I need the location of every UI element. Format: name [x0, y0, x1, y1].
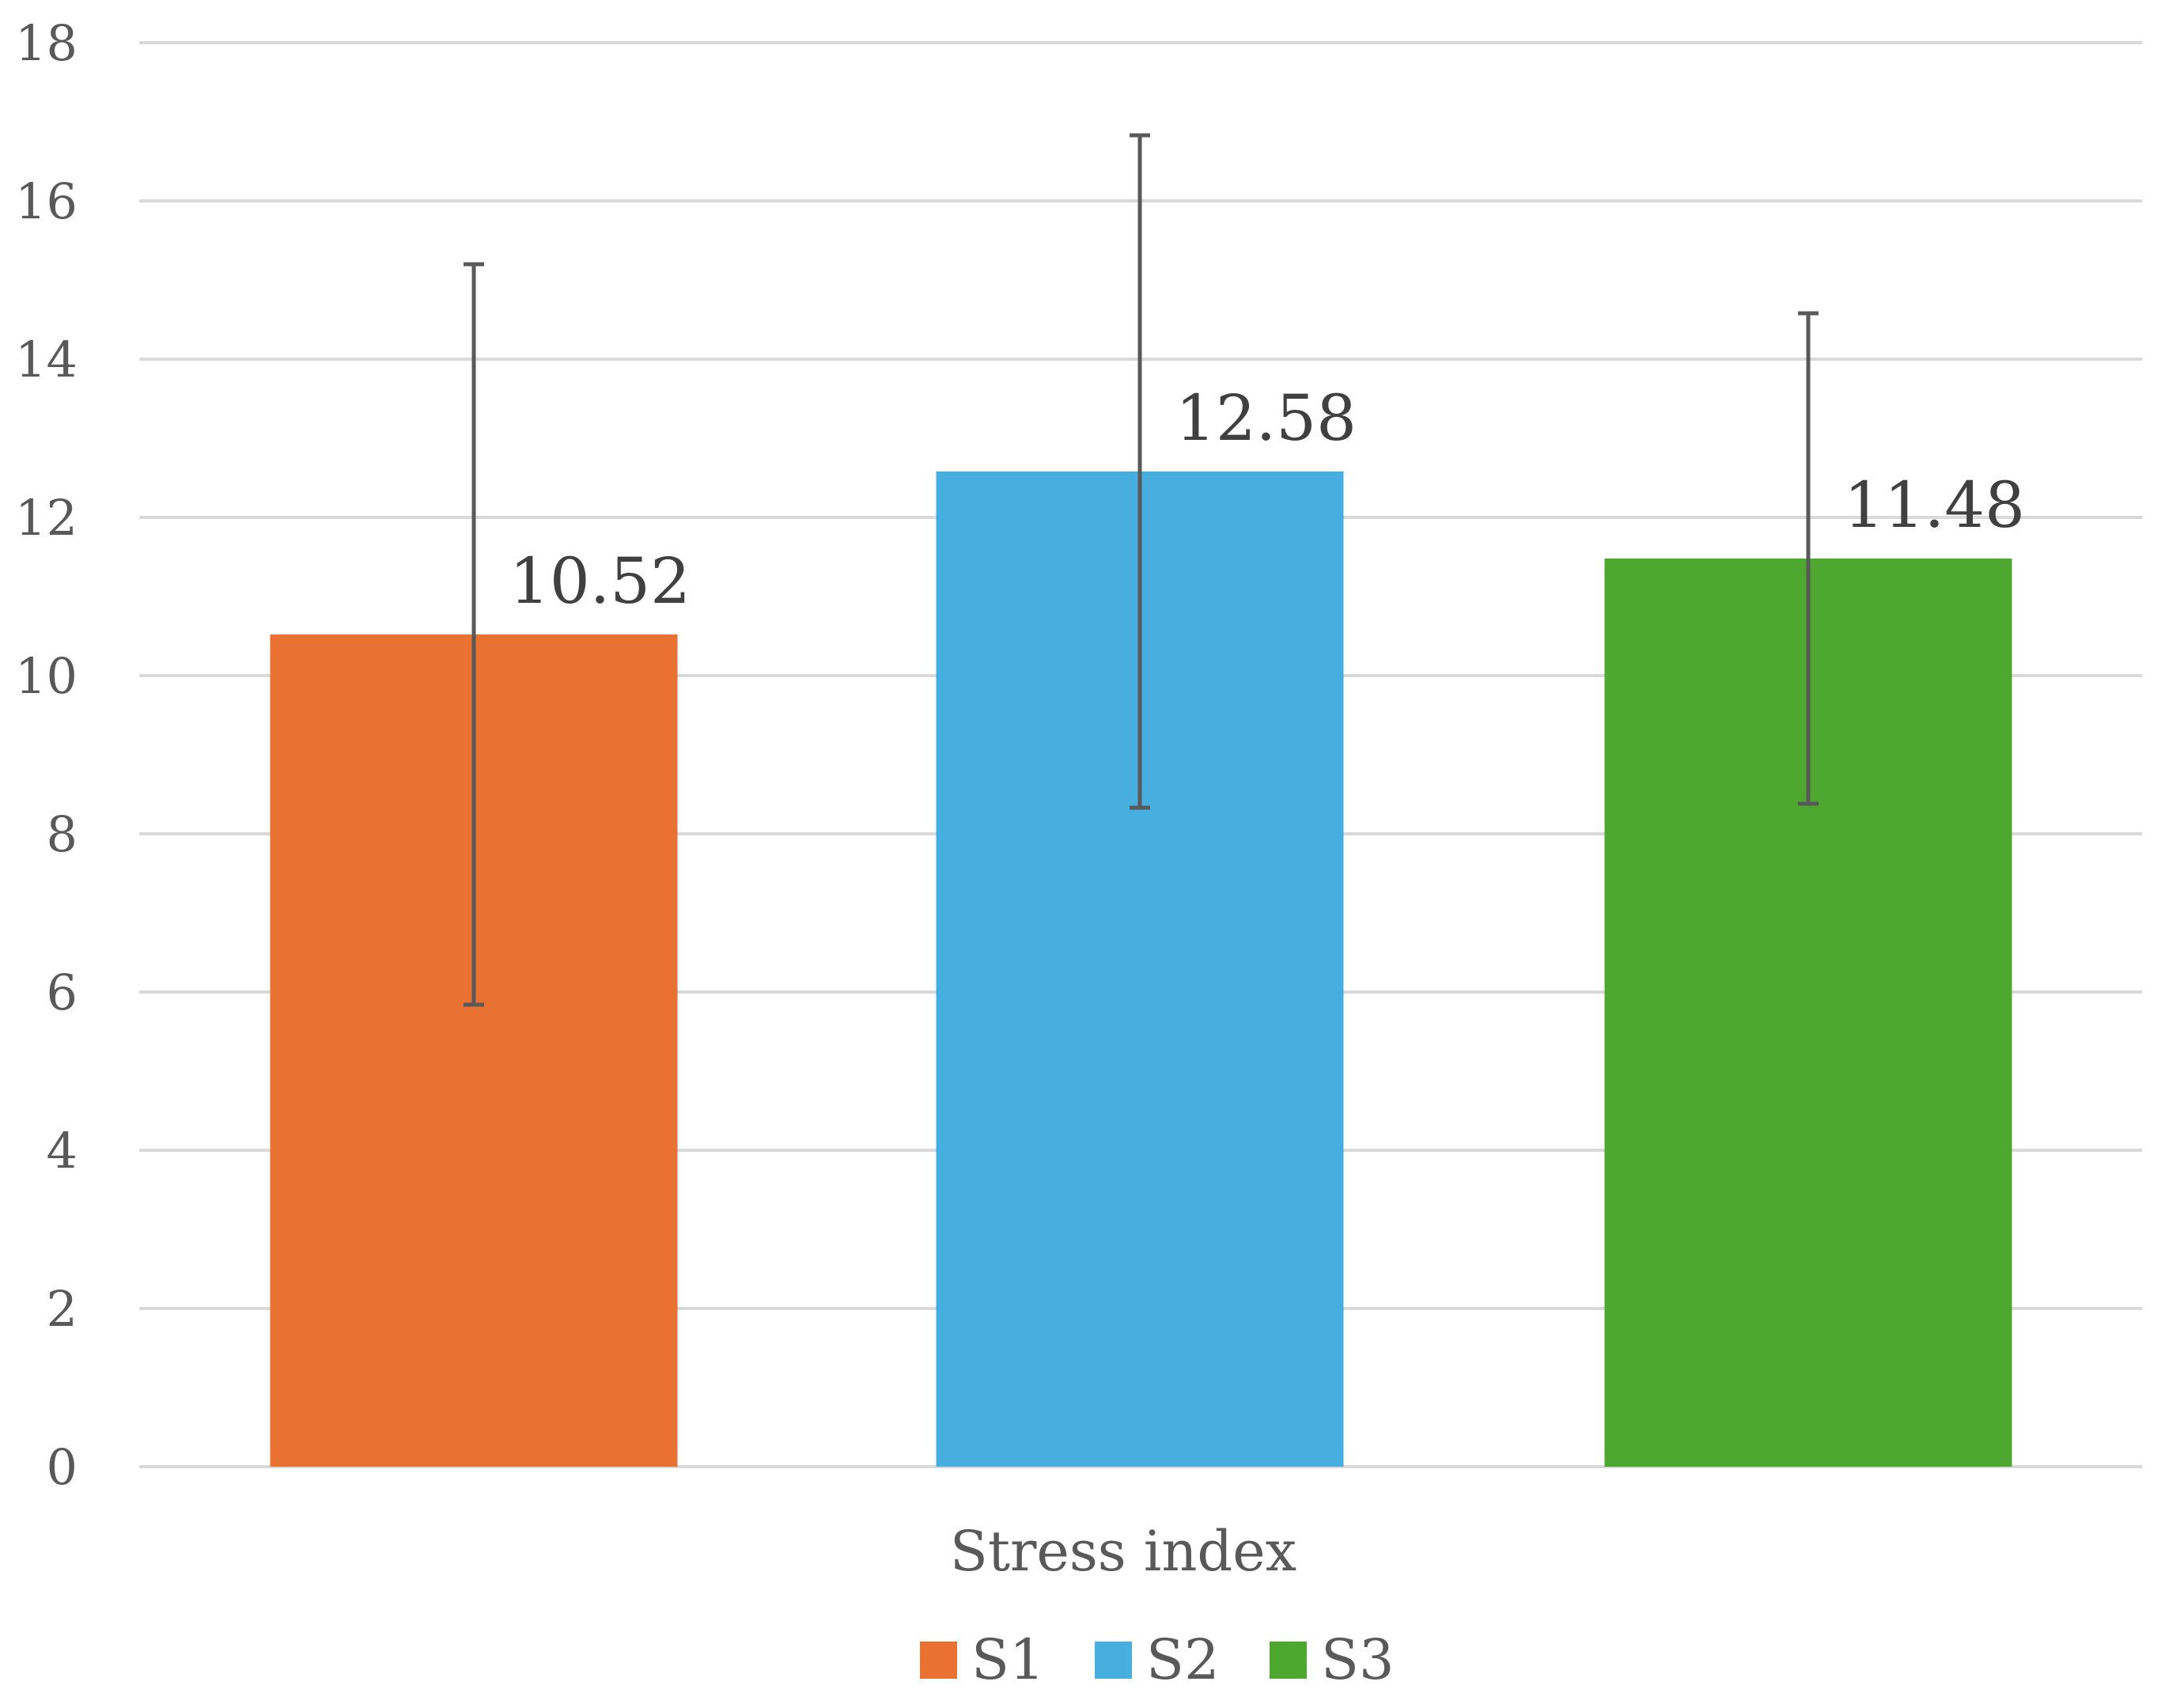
y-tick-label: 16 [15, 172, 78, 230]
y-tick-label: 4 [47, 1122, 78, 1180]
legend-label-s1: S1 [971, 1627, 1045, 1692]
y-tick-label: 8 [47, 805, 78, 863]
legend-swatch-s2 [1095, 1642, 1132, 1679]
data-label-s3: 11.48 [1844, 468, 2025, 542]
y-tick-label: 6 [47, 964, 78, 1021]
y-tick-label: 14 [15, 331, 78, 388]
y-tick-label: 10 [15, 647, 78, 705]
x-category-label: Stress index [950, 1519, 1296, 1584]
y-tick-label: 0 [47, 1438, 78, 1496]
data-label-s2: 12.58 [1175, 381, 1357, 455]
y-tick-label: 12 [15, 489, 78, 547]
legend-swatch-s1 [920, 1642, 957, 1679]
y-tick-label: 2 [47, 1280, 78, 1338]
legend: S1 S2 S3 [920, 1627, 1395, 1692]
y-tick-label: 18 [15, 14, 78, 72]
legend-label-s2: S2 [1146, 1627, 1220, 1692]
y-axis-ticks: 0 2 4 6 8 10 12 14 16 18 [15, 14, 78, 1496]
legend-swatch-s3 [1270, 1642, 1307, 1679]
x-axis-categories: Stress index [950, 1519, 1296, 1584]
data-label-s1: 10.52 [509, 544, 691, 618]
error-bars [464, 133, 1819, 1007]
legend-label-s3: S3 [1321, 1627, 1395, 1692]
data-labels: 10.52 12.58 11.48 [509, 381, 2025, 618]
